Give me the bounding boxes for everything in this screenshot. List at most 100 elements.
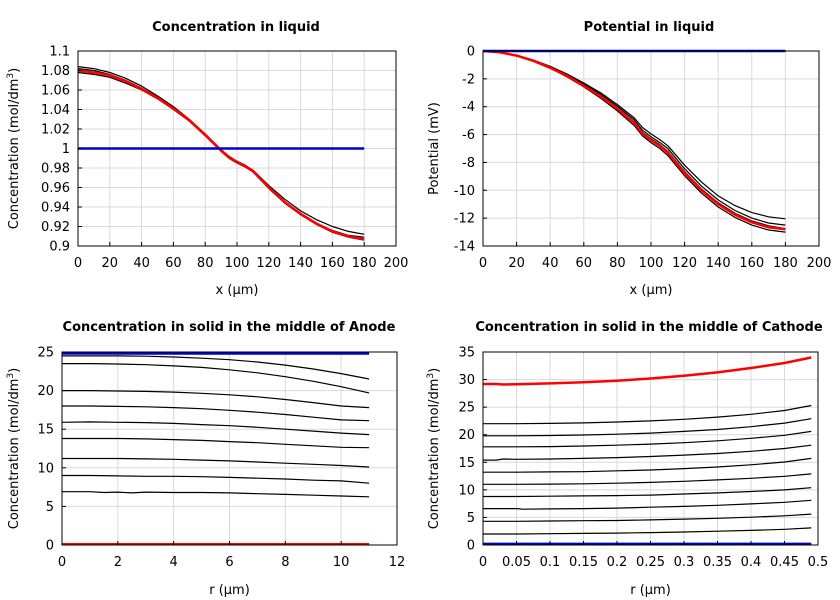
y-tick-label: 0.9 [49,240,70,255]
y-tick-label: 1.02 [41,123,70,138]
x-tick-label: 20 [102,256,119,271]
series-line-2 [483,50,786,226]
x-tick-label: 140 [706,256,731,271]
y-axis-label: Concentration (mol/dm3) [426,368,442,530]
x-tick-label: 0.15 [569,555,598,570]
y-tick-label: -10 [454,184,475,199]
y-axis-label: Concentration (mol/dm3) [6,68,22,230]
y-tick-label: 1.04 [41,103,70,118]
y-tick-label: 0 [467,539,475,554]
x-tick-label: 12 [389,555,406,570]
series-line-10 [483,527,812,535]
series-line-8 [62,474,370,484]
x-tick-label: 60 [576,256,593,271]
x-tick-label: 200 [384,256,409,271]
y-tick-label: 1.06 [41,84,70,99]
x-tick-label: 0 [74,256,82,271]
y-tick-label: 1.08 [41,64,70,79]
x-tick-label: 0 [58,555,66,570]
series-line-5 [483,49,786,231]
series-line-4 [62,405,370,422]
chart-title: Potential in liquid [584,20,715,35]
series-line-5 [483,457,812,473]
x-tick-label: 160 [320,256,345,271]
x-tick-label: 0.05 [502,555,531,570]
y-tick-label: -12 [454,212,475,227]
y-tick-label: 15 [458,456,475,471]
series-line-9 [483,513,812,522]
series-line-3 [483,50,786,230]
series-line-6 [62,437,370,449]
y-tick-label: 10 [37,461,54,476]
y-tick-label: 0.96 [41,181,70,196]
series-line-1 [483,404,812,425]
x-tick-label: 0.4 [741,555,762,570]
y-tick-label: 20 [37,384,54,399]
x-tick-label: 120 [672,256,697,271]
x-tick-label: 180 [352,256,377,271]
series-line-3 [62,390,370,409]
series-line-5 [62,421,370,436]
x-tick-label: 180 [773,256,798,271]
x-tick-label: 2 [114,555,122,570]
chart-panel-4: 0 0.05 0.1 0.15 0.2 0.25 0.3 0.35 0.4 0.45 0.5 0 5 10… [426,320,828,598]
x-tick-label: 100 [639,256,664,271]
y-tick-label: 0.94 [41,201,70,216]
y-axis-label: Concentration (mol/dm3) [6,368,22,530]
chart-title: Concentration in solid in the middle of … [475,320,823,335]
y-tick-label: 0.98 [41,162,70,177]
x-axis-label: x (µm) [630,283,673,298]
series-line-6 [483,473,812,485]
series-line-11 [483,356,812,386]
x-tick-label: 0.2 [607,555,628,570]
y-tick-label: 0 [46,539,54,554]
y-tick-label: 5 [467,511,475,526]
x-axis-label: x (µm) [216,283,259,298]
series-line-4 [483,444,812,461]
x-tick-label: 20 [508,256,525,271]
series-line-2 [78,68,365,238]
x-tick-label: 40 [133,256,150,271]
x-tick-label: 0.45 [770,555,799,570]
x-tick-label: 0.25 [636,555,665,570]
y-tick-label: -6 [462,128,475,143]
x-tick-label: 80 [197,256,214,271]
x-tick-label: 4 [170,555,178,570]
x-tick-label: 0.35 [703,555,732,570]
y-tick-label: -14 [454,240,475,255]
y-tick-label: -2 [462,72,475,87]
y-tick-label: 30 [458,373,475,388]
x-tick-label: 200 [807,256,832,271]
series-line-8 [483,499,812,510]
x-tick-label: 60 [165,256,182,271]
y-tick-label: -4 [462,100,475,115]
x-tick-label: 0 [479,555,487,570]
chart-title: Concentration in solid in the middle of … [63,320,396,335]
chart-panel-3: 0 2 4 6 8 10 12 0 5 10 15 20 25 Concentration in soli… [6,320,405,598]
y-tick-label: 1.1 [49,45,70,60]
chart-panel-1: 0 20 40 60 80 100 120 140 160 180 200 0.9 0.92 0.94 0.… [6,20,408,298]
series-line-3 [78,71,365,241]
chart-panel-2: 0 20 40 60 80 100 120 140 160 180 200 -14 -12 -10 -8 -6… [427,20,831,298]
x-axis-label: r (µm) [630,583,671,598]
series-line-1 [62,355,370,380]
y-axis-label: Potential (mV) [427,102,442,195]
y-tick-label: 20 [458,428,475,443]
x-tick-label: 10 [333,555,350,570]
x-tick-label: 0.3 [674,555,695,570]
x-tick-label: 6 [225,555,233,570]
x-tick-label: 40 [542,256,559,271]
y-tick-label: 0.92 [41,220,70,235]
x-axis-label: r (µm) [209,583,250,598]
x-tick-label: 140 [288,256,313,271]
y-tick-label: 25 [458,401,475,416]
y-tick-label: 5 [46,500,54,515]
y-tick-label: 15 [37,423,54,438]
series-line-7 [62,457,370,468]
x-tick-label: 0.5 [808,555,829,570]
series-line-9 [62,491,370,498]
y-tick-label: -8 [462,156,475,171]
x-tick-label: 100 [225,256,250,271]
x-tick-label: 80 [609,256,626,271]
series-line-2 [483,418,812,437]
